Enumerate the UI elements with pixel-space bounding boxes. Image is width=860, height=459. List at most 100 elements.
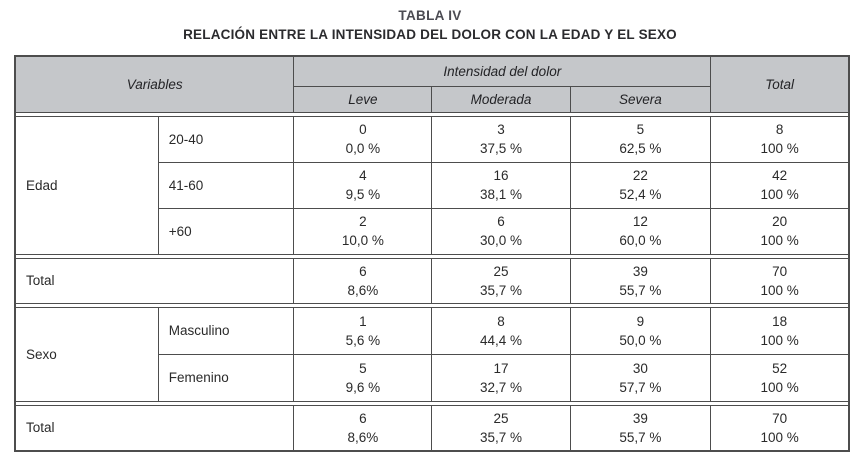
header-moderada: Moderada bbox=[431, 86, 571, 113]
cell-count: 6 bbox=[359, 410, 367, 426]
data-cell: 0 0,0 % bbox=[293, 115, 433, 163]
table-title: TABLA IV bbox=[398, 8, 462, 23]
cell-count: 39 bbox=[632, 410, 648, 426]
cell-percent: 10,0 % bbox=[341, 233, 384, 248]
data-table: Variables Intensidad del dolor Total Lev… bbox=[14, 55, 850, 452]
data-cell: 5 9,6 % bbox=[293, 353, 433, 402]
cell-percent: 44,4 % bbox=[480, 332, 523, 348]
cell-percent: 100 % bbox=[760, 141, 799, 156]
cell-percent: 35,7 % bbox=[480, 429, 523, 445]
data-cell: 12 60,0 % bbox=[569, 207, 712, 255]
header-leve: Leve bbox=[293, 86, 433, 113]
table-row: Sexo Masculino 1 5,6 % 8 44,4 % 9 50,0 % 18… bbox=[16, 306, 848, 402]
header-row-2: Leve Moderada Severa bbox=[16, 86, 848, 113]
cell-count: 20 bbox=[772, 214, 788, 229]
cell-count: 6 bbox=[497, 214, 505, 229]
total-sexo-section: Total 6 8,6% 25 35,7 % 39 55,7 % 70 100 % bbox=[16, 404, 848, 450]
cell-percent: 55,7 % bbox=[619, 282, 662, 298]
data-cell: 22 52,4 % bbox=[569, 161, 712, 209]
cell-count: 17 bbox=[493, 360, 509, 376]
cell-count: 25 bbox=[493, 410, 509, 426]
data-cell: 16 38,1 % bbox=[431, 161, 571, 209]
cell-count: 2 bbox=[359, 214, 367, 229]
table-row: Femenino 5 9,6 % 17 32,7 % 30 57,7 % 52 100 … bbox=[16, 353, 848, 402]
header-total: Total bbox=[710, 57, 848, 113]
cell-count: 9 bbox=[636, 313, 645, 329]
data-cell: 25 35,7 % bbox=[431, 257, 571, 304]
cell-percent: 9,6 % bbox=[345, 379, 381, 395]
data-cell: 18 100 % bbox=[710, 306, 848, 355]
header-row-1: Variables Intensidad del dolor Total bbox=[16, 57, 848, 113]
cell-count: 6 bbox=[359, 263, 367, 279]
data-cell: 39 55,7 % bbox=[569, 257, 712, 304]
cell-count: 0 bbox=[359, 122, 367, 137]
cell-percent: 100 % bbox=[760, 282, 799, 298]
data-cell: 30 57,7 % bbox=[569, 353, 712, 402]
cell-count: 4 bbox=[359, 168, 367, 183]
data-cell: 5 62,5 % bbox=[569, 115, 712, 163]
cell-count: 12 bbox=[632, 214, 648, 229]
cell-count: 25 bbox=[493, 263, 509, 279]
cell-percent: 50,0 % bbox=[619, 332, 662, 348]
cell-count: 16 bbox=[493, 168, 509, 183]
data-cell: 42 100 % bbox=[710, 161, 848, 209]
category-label: 20-40 bbox=[157, 115, 295, 163]
data-cell: 6 8,6% bbox=[293, 257, 433, 304]
cell-percent: 100 % bbox=[760, 187, 799, 202]
cell-count: 8 bbox=[775, 122, 784, 137]
table-header: Variables Intensidad del dolor Total Lev… bbox=[16, 57, 848, 113]
data-cell: 8 100 % bbox=[710, 115, 848, 163]
cell-count: 30 bbox=[632, 360, 648, 376]
cell-percent: 100 % bbox=[760, 429, 799, 445]
data-cell: 9 50,0 % bbox=[569, 306, 712, 355]
cell-count: 3 bbox=[497, 122, 505, 137]
cell-count: 1 bbox=[359, 313, 367, 329]
category-label: Masculino bbox=[157, 306, 295, 355]
cell-count: 52 bbox=[772, 360, 788, 376]
category-label: +60 bbox=[158, 207, 295, 255]
data-cell: 70 100 % bbox=[710, 257, 848, 304]
cell-percent: 55,7 % bbox=[619, 429, 662, 445]
cell-count: 39 bbox=[632, 263, 648, 279]
sexo-section: Sexo Masculino 1 5,6 % 8 44,4 % 9 50,0 % 18… bbox=[16, 306, 848, 402]
data-cell: 1 5,6 % bbox=[293, 306, 433, 355]
cell-count: 8 bbox=[497, 313, 505, 329]
header-variables: Variables bbox=[16, 57, 295, 113]
total-edad-section: Total 6 8,6% 25 35,7 % 39 55,7 % 70 100 % bbox=[16, 257, 848, 304]
cell-percent: 57,7 % bbox=[619, 379, 662, 395]
cell-percent: 8,6% bbox=[347, 282, 379, 298]
table-subtitle: RELACIÓN ENTRE LA INTENSIDAD DEL DOLOR C… bbox=[183, 27, 677, 42]
cell-count: 5 bbox=[359, 360, 367, 376]
cell-percent: 37,5 % bbox=[480, 141, 523, 156]
total-row: Total 6 8,6% 25 35,7 % 39 55,7 % 70 100 % bbox=[16, 257, 848, 304]
data-cell: 4 9,5 % bbox=[293, 161, 433, 209]
total-label: Total bbox=[16, 257, 295, 304]
cell-percent: 38,1 % bbox=[480, 187, 523, 202]
category-label: 41-60 bbox=[158, 161, 295, 209]
data-cell: 25 35,7 % bbox=[431, 404, 571, 450]
cell-percent: 5,6 % bbox=[345, 332, 381, 348]
cell-percent: 100 % bbox=[760, 379, 799, 395]
cell-percent: 9,5 % bbox=[345, 187, 381, 202]
cell-percent: 32,7 % bbox=[480, 379, 523, 395]
category-label: Femenino bbox=[158, 353, 295, 402]
table-row: +60 2 10,0 % 6 30,0 % 12 60,0 % 20 100 % bbox=[16, 207, 848, 255]
data-cell: 2 10,0 % bbox=[293, 207, 433, 255]
total-label: Total bbox=[16, 404, 295, 450]
cell-percent: 100 % bbox=[760, 332, 799, 348]
table-row: Edad 20-40 0 0,0 % 3 37,5 % 5 62,5 % 8 100 % bbox=[16, 115, 848, 255]
group-label-edad: Edad bbox=[16, 115, 159, 255]
data-cell: 6 30,0 % bbox=[431, 207, 571, 255]
header-severa: Severa bbox=[569, 86, 711, 113]
group-label-sexo: Sexo bbox=[16, 306, 159, 402]
cell-percent: 62,5 % bbox=[619, 141, 662, 156]
cell-count: 70 bbox=[772, 263, 788, 279]
cell-percent: 0,0 % bbox=[345, 141, 381, 156]
cell-percent: 52,4 % bbox=[619, 187, 662, 202]
cell-count: 70 bbox=[772, 410, 788, 426]
cell-percent: 60,0 % bbox=[619, 233, 662, 248]
total-row: Total 6 8,6% 25 35,7 % 39 55,7 % 70 100 % bbox=[16, 404, 848, 450]
cell-count: 5 bbox=[636, 122, 645, 137]
cell-percent: 8,6% bbox=[347, 429, 379, 445]
edad-section: Edad 20-40 0 0,0 % 3 37,5 % 5 62,5 % 8 100 %… bbox=[16, 115, 848, 255]
